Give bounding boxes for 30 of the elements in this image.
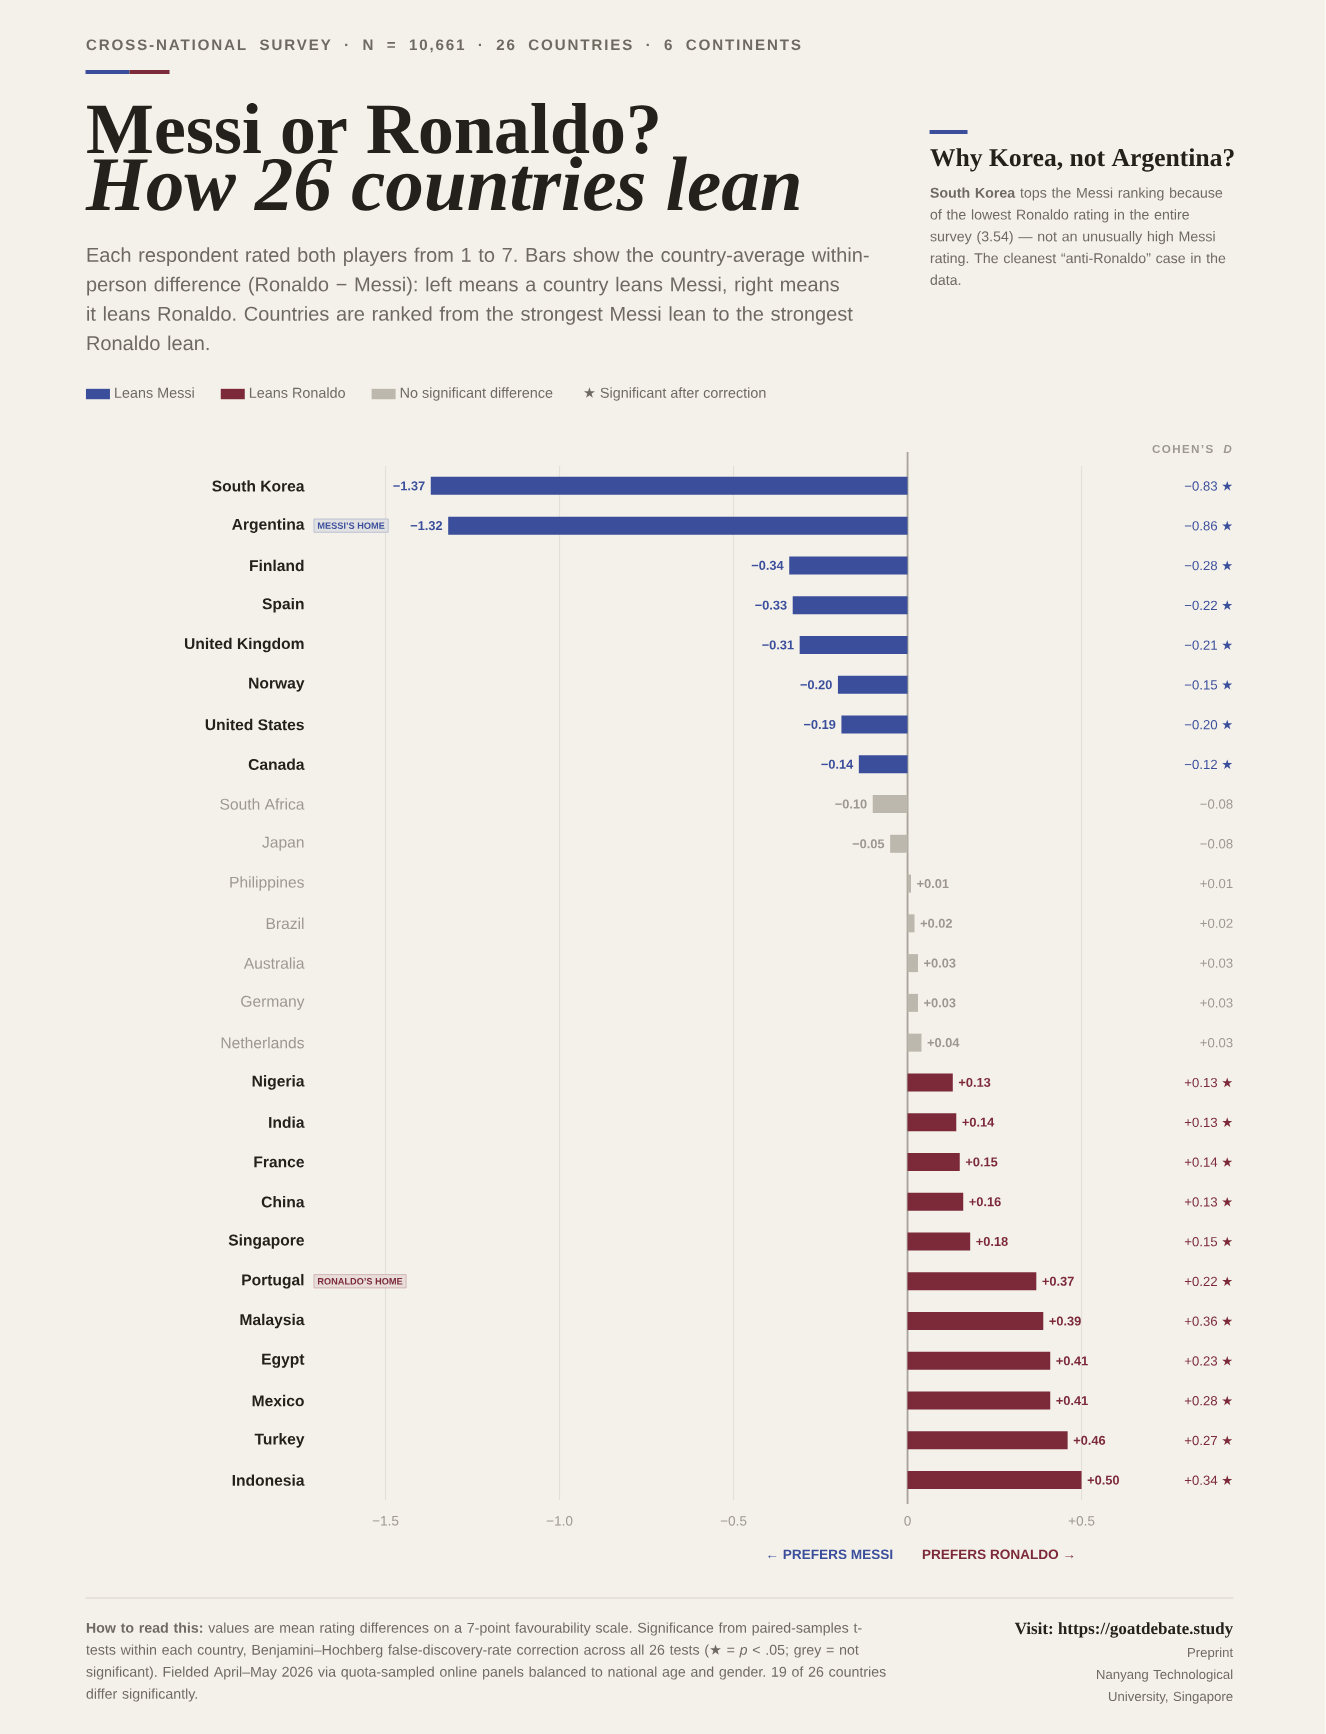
chart-title: Messi or Ronaldo? [87, 103, 658, 155]
bar [448, 516, 908, 535]
bar [799, 635, 908, 654]
text: Why Korea, not Argentina? [930, 148, 1234, 172]
chart-subtitle: How 26 countries lean [85, 156, 800, 211]
bar [789, 556, 908, 575]
bar [907, 1471, 1082, 1490]
bar [890, 834, 908, 853]
bar [907, 1232, 971, 1251]
bar [859, 755, 908, 774]
text: Visit: https://goatdebate.study [1015, 1622, 1234, 1638]
bar [907, 954, 919, 973]
bar [841, 715, 908, 734]
bar [907, 1152, 960, 1171]
bar [907, 1113, 957, 1132]
bar [872, 795, 908, 814]
bar [907, 1351, 1051, 1370]
text: Each respondent rated both players from 1 to 7. Bars show the country-average within-person difference (Ronaldo − Messi): left means a country leans Messi, right means it leans Ronaldo. Countries are ranked from the strongest Messi lean to the strongest Ronaldo lean. [87, 247, 869, 351]
bar [907, 993, 919, 1012]
bar [907, 1073, 954, 1092]
bar [907, 1192, 964, 1211]
bar [907, 1312, 1044, 1331]
bar [907, 1272, 1037, 1291]
bar [792, 596, 908, 615]
bar [907, 1391, 1051, 1410]
bar [838, 675, 908, 694]
bar [431, 476, 908, 495]
bar [907, 1431, 1068, 1450]
bar [907, 1033, 922, 1052]
bar [907, 914, 915, 933]
